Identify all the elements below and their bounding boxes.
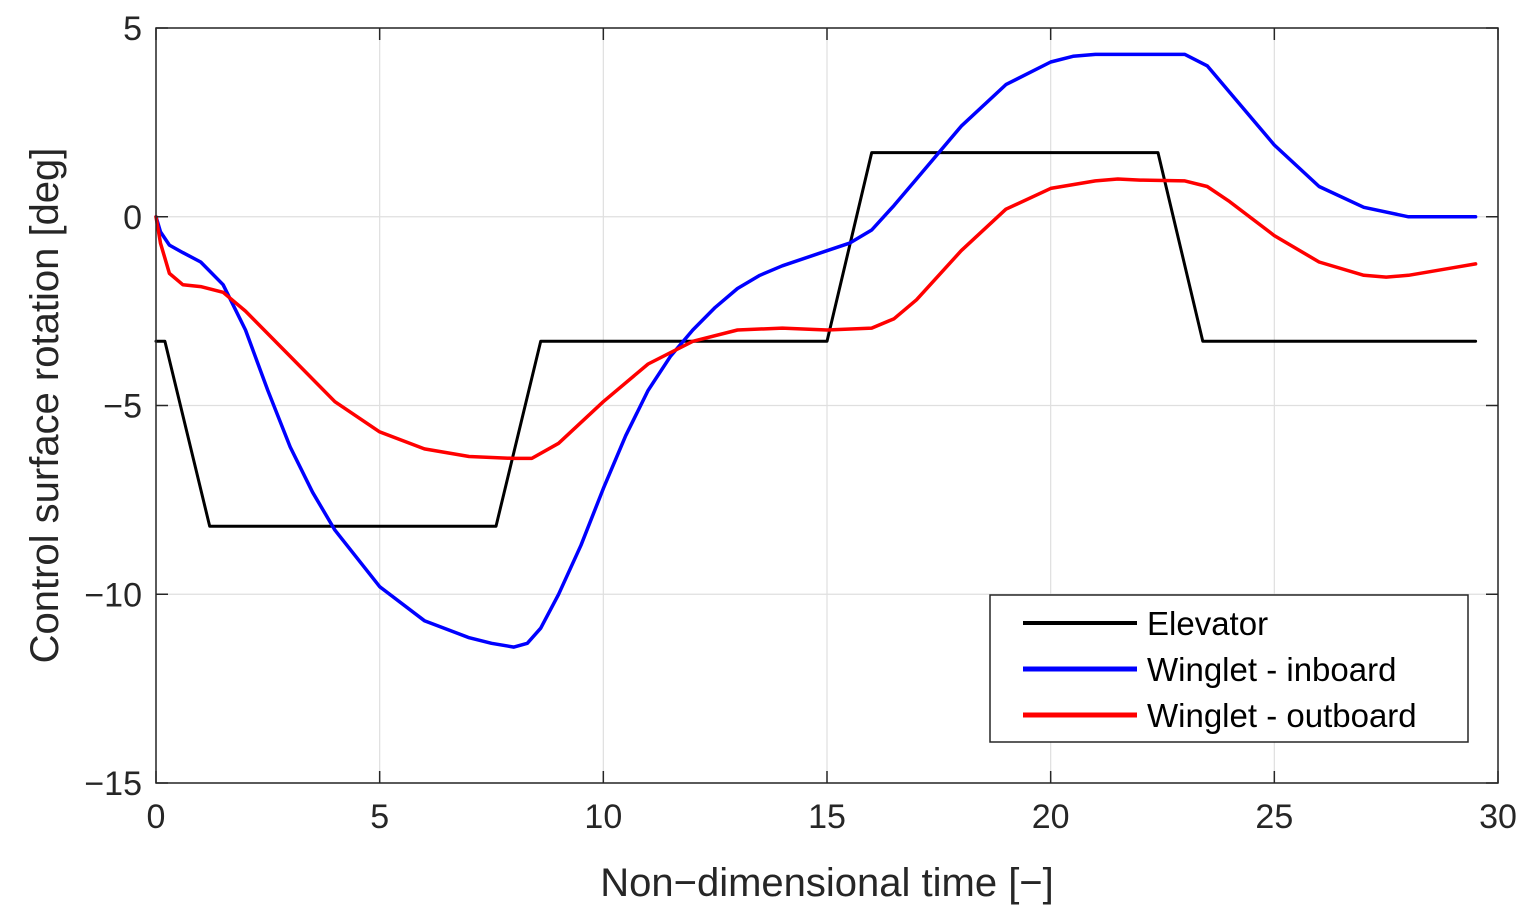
legend-label-winglet-inboard: Winglet - inboard — [1147, 651, 1396, 688]
y-tick-label: 0 — [123, 199, 142, 237]
axes — [155, 27, 1499, 784]
x-tick-label: 30 — [1479, 798, 1517, 836]
series-lines — [154, 52, 1478, 649]
y-axis-label: Control surface rotation [deg] — [23, 148, 67, 664]
y-tick-label: 5 — [123, 10, 142, 48]
x-tick-label: 20 — [1032, 798, 1070, 836]
tick-labels: 0 5 10 15 20 25 30 −15 −10 −5 0 5 — [84, 10, 1517, 836]
legend-label-winglet-outboard: Winglet - outboard — [1147, 697, 1417, 734]
y-tick-label: −10 — [84, 576, 142, 614]
legend-label-elevator: Elevator — [1147, 605, 1268, 642]
legend: Elevator Winglet - inboard Winglet - out… — [989, 594, 1469, 743]
series-line-elevator — [154, 151, 1478, 528]
x-axis-label: Non−dimensional time [−] — [600, 861, 1054, 905]
x-tick-label: 25 — [1255, 798, 1293, 836]
y-tick-label: −5 — [103, 388, 142, 426]
y-tick-label: −15 — [84, 765, 142, 803]
series-line-winglet-inboard — [154, 52, 1478, 649]
series-line-winglet-outboard — [154, 177, 1478, 461]
x-tick-label: 15 — [808, 798, 846, 836]
x-tick-label: 5 — [370, 798, 389, 836]
x-tick-label: 0 — [147, 798, 166, 836]
x-tick-label: 10 — [584, 798, 622, 836]
